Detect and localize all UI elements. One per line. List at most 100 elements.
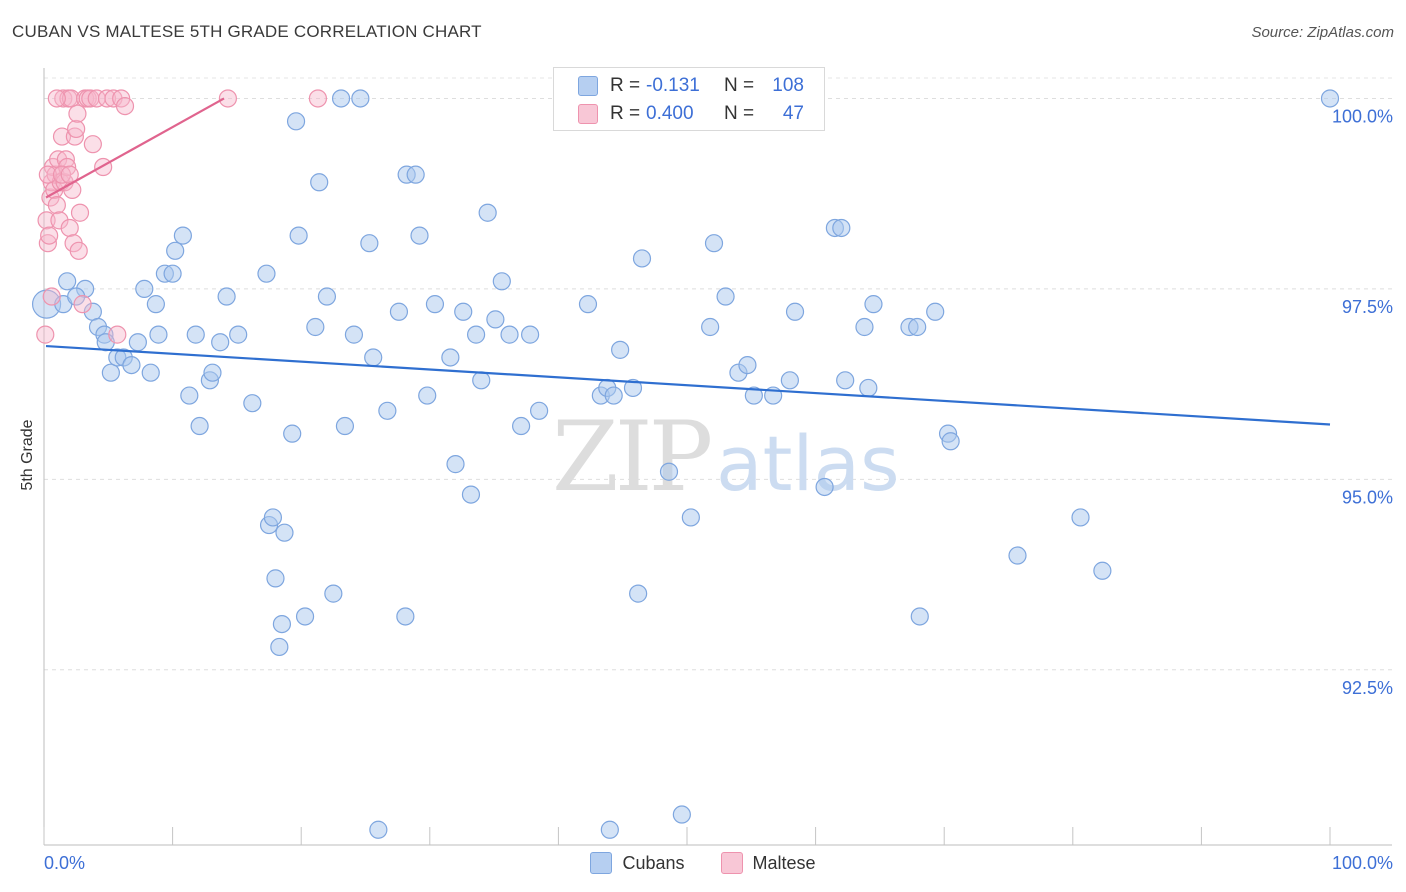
maltese-point [52, 165, 72, 184]
cubans-point [910, 607, 929, 626]
cubans-point [344, 325, 364, 344]
cubans-point [283, 424, 302, 443]
maltese-point [97, 89, 117, 108]
cubans-point [190, 416, 209, 436]
cubans-points [31, 89, 1340, 839]
maltese-point [65, 127, 84, 146]
cubans-point [623, 378, 643, 398]
legend-swatch-cubans [590, 852, 613, 874]
cubans-point [478, 203, 497, 222]
cubans-point [58, 272, 77, 291]
legend-swatch-maltese [720, 852, 743, 874]
ticks [43, 827, 1331, 845]
cubans-point [146, 295, 165, 314]
maltese-point [40, 226, 59, 245]
cubans-point [446, 455, 465, 474]
cubans-point [941, 432, 960, 451]
cubans-point [180, 386, 199, 405]
legend-r-value: -0.131 [646, 75, 700, 96]
cubans-point [716, 287, 735, 306]
maltese-point [94, 157, 113, 177]
legend-row-cubans: R = -0.131 N = 108 [578, 72, 804, 100]
watermark-zip: ZIP [552, 401, 711, 513]
maltese-point [67, 119, 86, 139]
cubans-point [521, 325, 540, 344]
cubans-point [317, 287, 337, 306]
cubans-point [855, 317, 874, 337]
cubans-point [704, 234, 724, 253]
cubans-point [1093, 561, 1112, 580]
legend-row-maltese: R = 0.400 N = 47 [578, 100, 804, 128]
legend-r-value: 0.400 [646, 103, 694, 124]
maltese-points [36, 89, 328, 344]
cubans-point [217, 287, 236, 306]
legend-n-value: 108 [772, 75, 804, 96]
cubans-point [461, 485, 481, 504]
cubans-point [744, 386, 763, 405]
cubans-point [672, 805, 691, 824]
watermark: ZIP atlas [552, 401, 900, 513]
maltese-point [60, 218, 79, 238]
maltese-point [108, 325, 127, 344]
cubans-point [629, 584, 648, 603]
cubans-point [466, 325, 486, 344]
maltese-point [38, 234, 57, 253]
cubans-point [67, 287, 86, 306]
cubans-point [101, 363, 120, 382]
cubans-point [530, 401, 549, 420]
cubans-point [324, 584, 343, 603]
cubans-point [780, 371, 799, 390]
cubans-trend-line [45, 344, 1331, 426]
cubans-point [272, 614, 292, 634]
series-legend: Cubans Maltese [0, 852, 1406, 874]
x-tick-label: 100.0% [1332, 853, 1393, 873]
cubans-point [295, 607, 315, 626]
legend-swatch-pink [578, 104, 598, 124]
legend-label-cubans: Cubans [622, 852, 685, 873]
cubans-point [785, 302, 805, 321]
cubans-point [410, 226, 429, 245]
cubans-point [263, 508, 283, 527]
y-tick-label: 97.5% [1342, 297, 1393, 317]
cubans-point [257, 264, 276, 283]
maltese-point [47, 196, 66, 215]
cubans-point [211, 333, 230, 352]
cubans-point [441, 348, 460, 367]
legend-item-maltese: Maltese [720, 852, 816, 874]
maltese-point [68, 104, 87, 123]
cubans-point [659, 462, 679, 481]
cubans-point [173, 226, 192, 245]
cubans-point [604, 386, 623, 405]
legend-n-label: N = [724, 103, 755, 124]
watermark-atlas: atlas [716, 419, 900, 508]
cubans-point [578, 295, 598, 314]
trend-lines [45, 97, 1331, 426]
legend-r-label: R = [610, 75, 641, 96]
cubans-point [418, 386, 437, 405]
cubans-point [1071, 508, 1090, 527]
cubans-point [926, 302, 945, 321]
y-tick-label: 95.0% [1342, 487, 1393, 507]
cubans-point [378, 401, 397, 420]
maltese-point [52, 127, 72, 146]
legend-n-value: 47 [782, 103, 804, 124]
cubans-point [396, 607, 415, 626]
legend-swatch-blue [578, 76, 598, 96]
cubans-point [738, 355, 757, 375]
cubans-point [128, 333, 147, 352]
cubans-point [135, 279, 154, 299]
maltese-point [218, 89, 237, 108]
maltese-trend-line [45, 97, 225, 199]
maltese-point [42, 287, 61, 306]
legend-item-cubans: Cubans [590, 852, 685, 874]
cubans-point [306, 317, 325, 337]
maltese-point [56, 150, 75, 169]
cubans-point [275, 523, 294, 542]
tick-labels: 100.0% 97.5% 95.0% 92.5% 0.0% 100.0% [44, 106, 1393, 873]
maltese-point [47, 89, 66, 108]
maltese-point [69, 241, 88, 260]
cubans-point [331, 89, 351, 108]
cubans-point [406, 165, 425, 184]
maltese-point [54, 89, 73, 108]
